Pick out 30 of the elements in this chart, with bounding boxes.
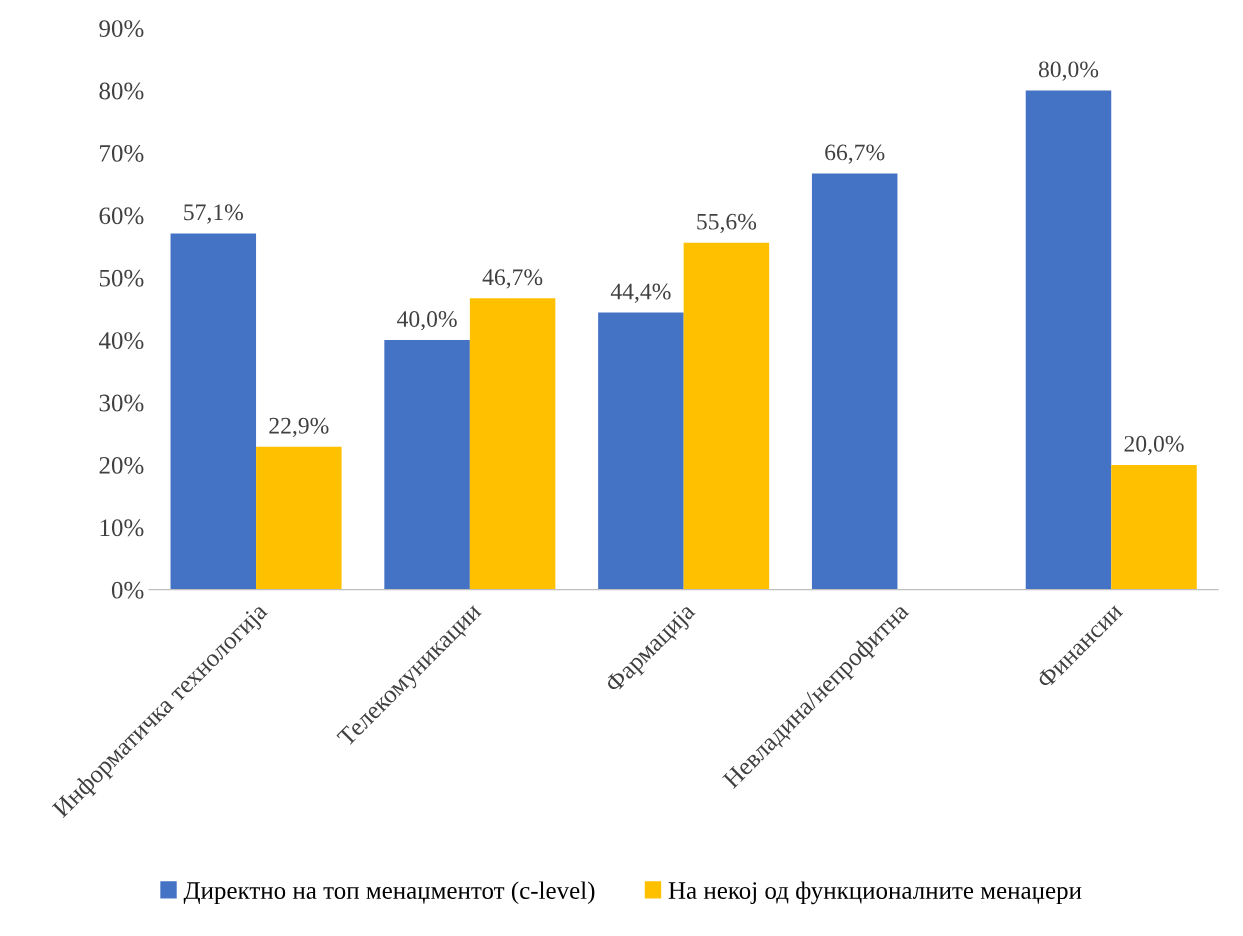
data-label: 44,4%: [610, 283, 671, 303]
bar: [683, 242, 770, 590]
data-label: 20,0%: [1124, 435, 1184, 456]
y-tick-label: 10%: [100, 519, 144, 537]
y-tick-label: 0%: [111, 581, 144, 599]
legend-label: На некој од функционалните менаџери: [668, 881, 1082, 905]
y-tick-label: 20%: [99, 456, 144, 474]
bar: [469, 298, 556, 590]
data-label: 57,1%: [184, 204, 243, 224]
bar: [384, 340, 470, 590]
bar: [170, 233, 257, 590]
data-label: 55,6%: [697, 213, 757, 233]
y-tick-label: 60%: [99, 207, 144, 225]
y-tick-label: 90%: [99, 20, 144, 38]
y-tick-label: 50%: [99, 269, 144, 287]
bar: [1025, 90, 1112, 590]
data-label: 80,0%: [1038, 61, 1099, 81]
y-tick-label: 80%: [99, 82, 144, 100]
bar: [1111, 464, 1197, 590]
y-tick-label: 70%: [100, 144, 144, 162]
data-label: 22,9%: [269, 417, 329, 438]
data-label: 40,0%: [397, 311, 457, 331]
y-tick-label: 30%: [99, 394, 144, 412]
legend-label: Директно на топ менаџментот (c-level): [183, 881, 595, 905]
y-tick-label: 40%: [98, 332, 144, 350]
data-label: 46,7%: [482, 269, 543, 289]
data-label: 66,7%: [825, 144, 885, 164]
bar: [811, 173, 898, 590]
bar: [256, 446, 342, 590]
bar: [598, 312, 684, 590]
